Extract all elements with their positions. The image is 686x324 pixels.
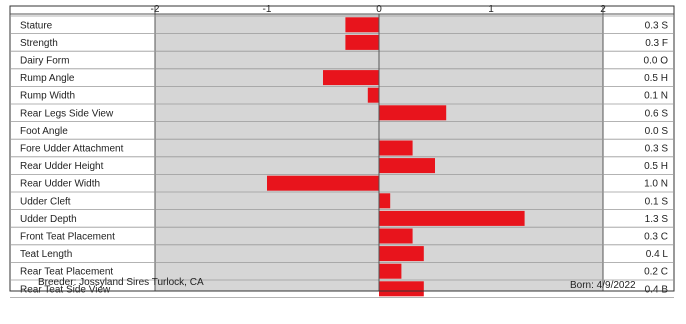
trait-label: Rear Udder Width (20, 179, 100, 190)
trait-bar (379, 105, 447, 121)
trait-labels: Stature Strength Dairy Form Rump Angle Rump … (20, 20, 124, 295)
trait-value-label: 0.3 C (644, 232, 668, 243)
trait-value-label: 0.2 C (644, 267, 668, 278)
trait-bar (345, 17, 379, 33)
trait-bar (379, 281, 424, 297)
trait-value-label: 0.6 S (645, 108, 669, 119)
trait-value-label: 0.5 H (644, 161, 668, 172)
trait-value-label: 0.4 L (646, 249, 669, 260)
trait-bars (267, 17, 525, 297)
trait-bar (345, 34, 379, 50)
trait-bar (367, 87, 379, 103)
x-tick-labels: -2 -1 0 1 2 (151, 4, 607, 15)
trait-label: Rear Legs Side View (20, 108, 114, 119)
trait-value-label: 0.4 B (645, 284, 669, 295)
trait-bar (323, 70, 379, 86)
breeder-text: Breeder: Jossyland Sires Turlock, CA (38, 277, 204, 288)
trait-value-label: 1.0 N (644, 179, 668, 190)
trait-bar (267, 175, 379, 191)
trait-value-label: 0.1 S (645, 196, 669, 207)
trait-value-label: 0.3 S (645, 144, 669, 155)
trait-label: Rump Width (20, 91, 75, 102)
trait-value-label: 0.1 N (644, 91, 668, 102)
trait-label: Strength (20, 38, 58, 49)
x-tick-label: 0 (376, 4, 382, 15)
trait-label: Stature (20, 20, 53, 31)
trait-label: Teat Length (20, 249, 72, 260)
trait-label: Udder Depth (20, 214, 77, 225)
trait-label: Front Teat Placement (20, 232, 115, 243)
trait-value-label: 0.0 S (645, 126, 669, 137)
trait-label: Rear Teat Placement (20, 267, 113, 278)
trait-label: Foot Angle (20, 126, 68, 137)
trait-bar (379, 158, 435, 174)
trait-value-label: 0.3 S (645, 20, 669, 31)
x-tick-label: -2 (151, 4, 160, 15)
trait-bar (379, 228, 413, 244)
trait-bar (379, 140, 413, 156)
x-tick-label: -1 (263, 4, 272, 15)
trait-label: Rear Teat Side View (20, 284, 111, 295)
grid-lines (10, 15, 674, 299)
born-text: Born: 4/9/2022 (570, 280, 636, 291)
trait-label: Dairy Form (20, 56, 69, 67)
x-tick-label: 1 (488, 4, 494, 15)
trait-label: Fore Udder Attachment (20, 144, 124, 155)
trait-bar (379, 193, 391, 209)
trait-bar (379, 210, 525, 226)
trait-value-label: 0.0 O (644, 56, 669, 67)
trait-value-label: 0.5 H (644, 73, 668, 84)
trait-value-label: 1.3 S (645, 214, 669, 225)
trait-bar (379, 263, 402, 279)
trait-label: Udder Cleft (20, 196, 71, 207)
x-tick-label: 2 (600, 4, 606, 15)
trait-label: Rear Udder Height (20, 161, 104, 172)
trait-value-label: 0.3 F (645, 38, 668, 49)
trait-bar (379, 246, 424, 262)
trait-label: Rump Angle (20, 73, 75, 84)
value-labels: 0.3 S 0.3 F 0.0 O 0.5 H 0.1 N 0.6 S 0.0 S 0.3 S… (644, 20, 669, 295)
